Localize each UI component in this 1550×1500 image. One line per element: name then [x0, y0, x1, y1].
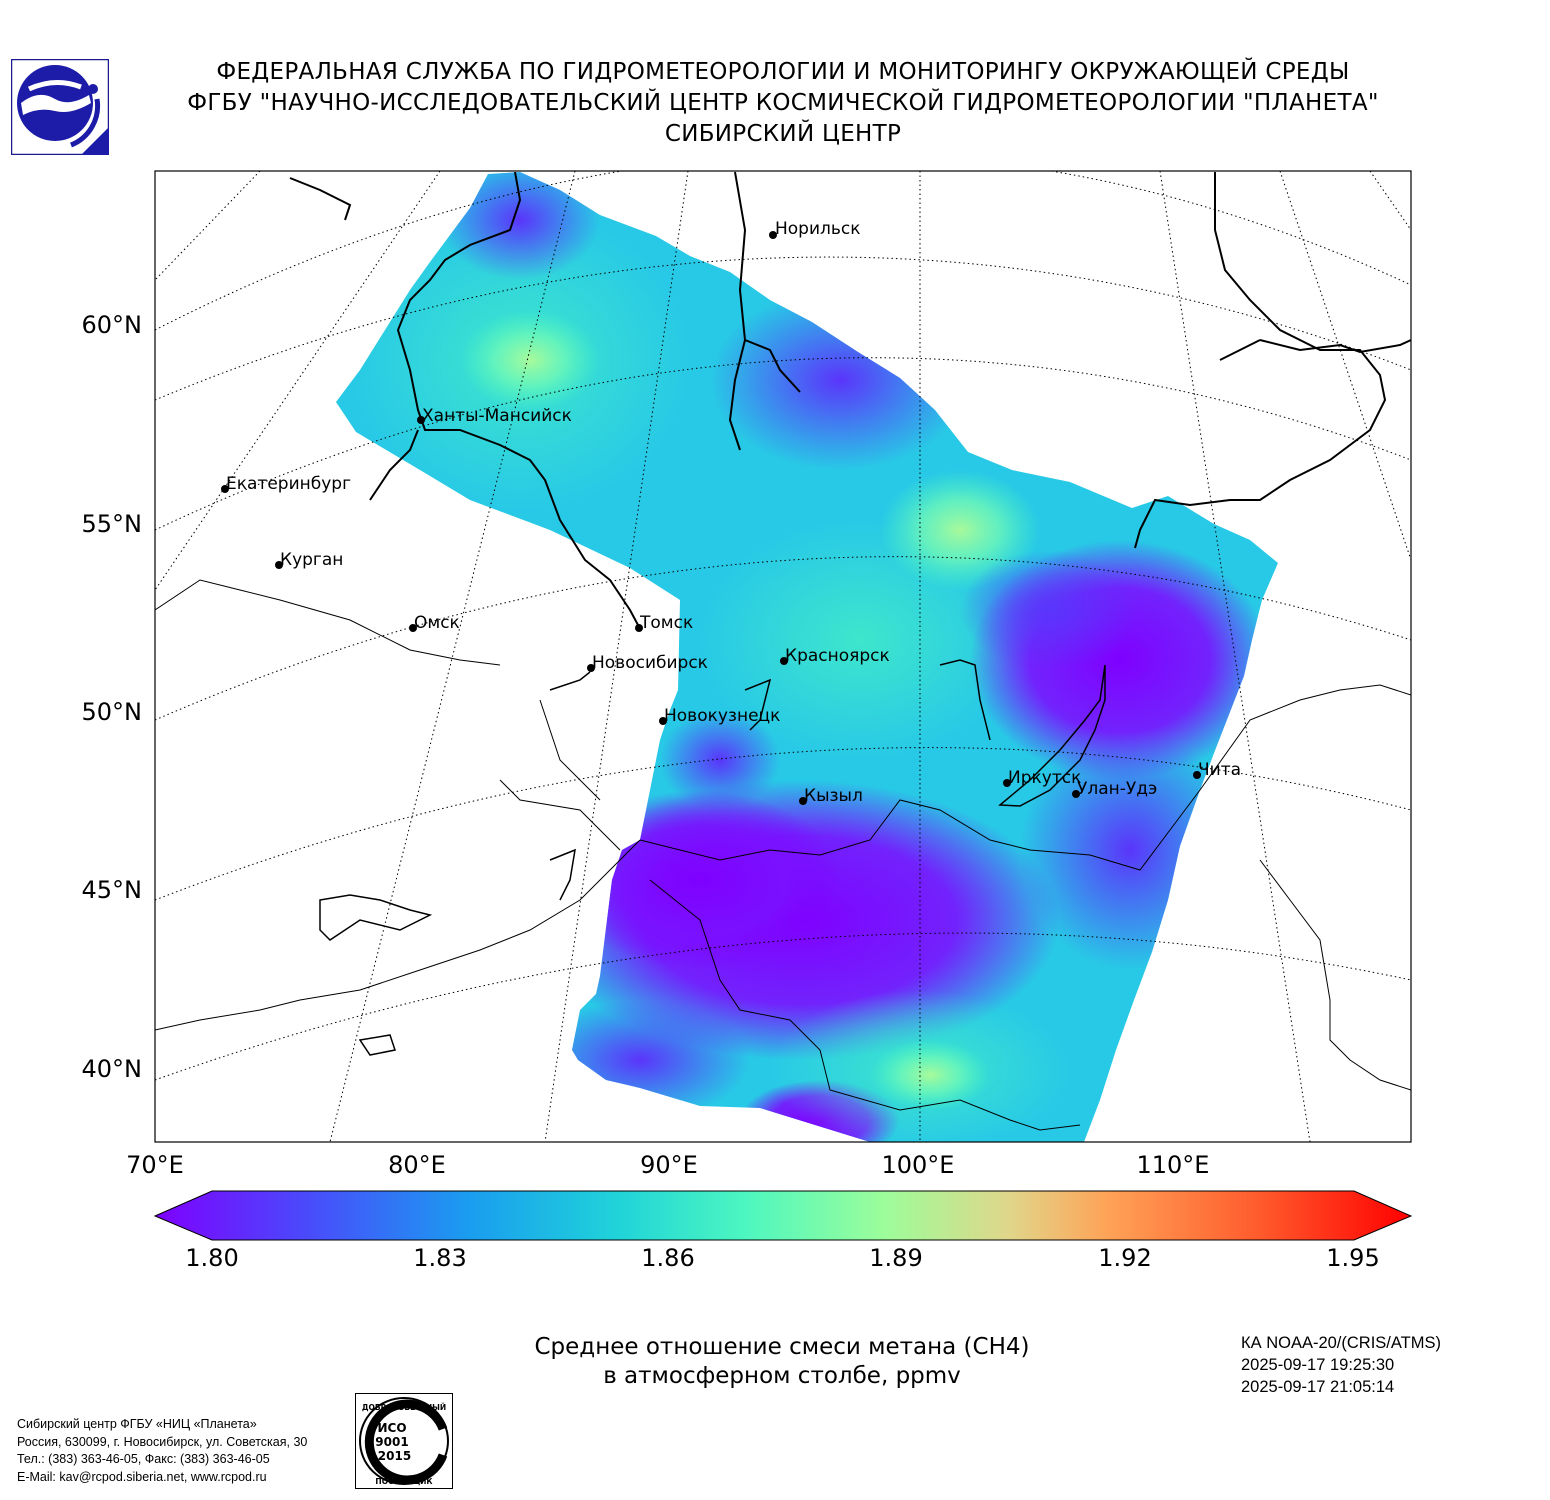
footer-line-1: Сибирский центр ФГБУ «НИЦ «Планета» [17, 1417, 257, 1431]
satellite-name: КА NOAA-20/(CRIS/ATMS) [1241, 1334, 1441, 1352]
colorbar [153, 1190, 1413, 1241]
city-dot-norilsk [769, 231, 777, 239]
planeta-logo-icon [11, 59, 109, 155]
lon-label-100: 100°E [881, 1151, 955, 1179]
satellite-start-time: 2025-09-17 19:25:30 [1241, 1356, 1395, 1374]
city-dot-novokuznetsk [659, 717, 667, 725]
city-label-novosibirsk: Новосибирск [592, 653, 708, 673]
iso-line-3: -2015 [373, 1449, 411, 1463]
graticule [155, 171, 1411, 1142]
city-label-kurgan: Курган [280, 550, 343, 570]
city-label-omsk: Омск [414, 613, 460, 633]
header-line-2: ФГБУ "НАУЧНО-ИССЛЕДОВАТЕЛЬСКИЙ ЦЕНТР КОС… [187, 90, 1379, 116]
header-line-1: ФЕДЕРАЛЬНАЯ СЛУЖБА ПО ГИДРОМЕТЕОРОЛОГИИ … [216, 59, 1350, 85]
city-dot-khanty-mansiysk [417, 416, 425, 424]
satellite-info: КА NOAA-20/(CRIS/ATMS) 2025-09-17 19:25:… [1241, 1332, 1441, 1398]
city-label-norilsk: Норильск [775, 219, 861, 239]
city-markers: Норильск Ханты-Мансийск Екатеринбург Кур… [221, 219, 1241, 806]
footer-line-3: Тел.: (383) 363-46-05, Факс: (383) 363-4… [17, 1452, 270, 1466]
city-label-krasnoyarsk: Красноярск [785, 646, 890, 666]
lon-label-70: 70°E [126, 1151, 184, 1179]
city-dot-novosibirsk [587, 664, 595, 672]
city-label-chita: Чита [1198, 760, 1241, 780]
colorbar-tick: 1.92 [1098, 1244, 1152, 1272]
city-label-kyzyl: Кызыл [804, 786, 863, 806]
footer-line-4: E-Mail: kav@rcpod.siberia.net, www.rcpod… [17, 1469, 267, 1484]
map-border [154, 170, 1412, 1143]
map-title: Среднее отношение смеси метана (CH4) в а… [432, 1333, 1132, 1391]
city-dot-yekaterinburg [221, 485, 229, 493]
iso-badge-icon: ДОБРОСОВЕСТНЫЙ ИСО 9001 -2015 ПОСТАВЩИК [355, 1393, 453, 1489]
header-line-3: СИБИРСКИЙ ЦЕНТР [664, 121, 902, 147]
city-dot-irkutsk [1003, 779, 1011, 787]
footer-contacts: Сибирский центр ФГБУ «НИЦ «Планета» Росс… [17, 1416, 307, 1486]
footer-line-2: Россия, 630099, г. Новосибирск, ул. Сове… [17, 1434, 308, 1449]
lat-label-45: 45°N [81, 876, 143, 904]
satellite-end-time: 2025-09-17 21:05:14 [1241, 1378, 1395, 1396]
lat-label-60: 60°N [81, 311, 143, 339]
city-label-ulan-ude: Улан-Удэ [1077, 779, 1157, 799]
colorbar-tick: 1.89 [869, 1244, 923, 1272]
map-title-line-2: в атмосферном столбе, ppmv [603, 1363, 961, 1389]
city-dot-kurgan [275, 561, 283, 569]
iso-line-2: 9001 [375, 1435, 408, 1449]
lon-label-90: 90°E [640, 1151, 698, 1179]
colorbar-tick: 1.80 [185, 1244, 239, 1272]
city-dot-krasnoyarsk [780, 657, 788, 665]
lat-label-50: 50°N [81, 698, 143, 726]
city-dot-chita [1193, 771, 1201, 779]
map-title-line-1: Среднее отношение смеси метана (CH4) [534, 1334, 1030, 1360]
lon-label-80: 80°E [388, 1151, 446, 1179]
city-label-khanty-mansiysk: Ханты-Мансийск [422, 406, 572, 426]
city-label-tomsk: Томск [639, 613, 693, 633]
city-dot-ulan-ude [1072, 790, 1080, 798]
city-dot-tomsk [635, 624, 643, 632]
city-dot-kyzyl [799, 797, 807, 805]
lat-label-55: 55°N [81, 510, 143, 538]
iso-bottom-text: ПОСТАВЩИК [375, 1477, 433, 1486]
lon-label-110: 110°E [1136, 1151, 1210, 1179]
colorbar-tick: 1.95 [1326, 1244, 1380, 1272]
colorbar-strip [153, 1190, 1413, 1241]
city-label-irkutsk: Иркутск [1008, 768, 1081, 788]
header: ФЕДЕРАЛЬНАЯ СЛУЖБА ПО ГИДРОМЕТЕОРОЛОГИИ … [130, 57, 1436, 150]
city-label-yekaterinburg: Екатеринбург [226, 474, 351, 494]
colorbar-tick: 1.83 [413, 1244, 467, 1272]
colorbar-tick: 1.86 [641, 1244, 695, 1272]
city-dot-omsk [409, 624, 417, 632]
iso-line-1: ИСО [377, 1421, 406, 1435]
iso-top-text: ДОБРОСОВЕСТНЫЙ [362, 1403, 446, 1412]
lat-label-40: 40°N [81, 1055, 143, 1083]
city-label-novokuznetsk: Новокузнецк [664, 706, 780, 726]
